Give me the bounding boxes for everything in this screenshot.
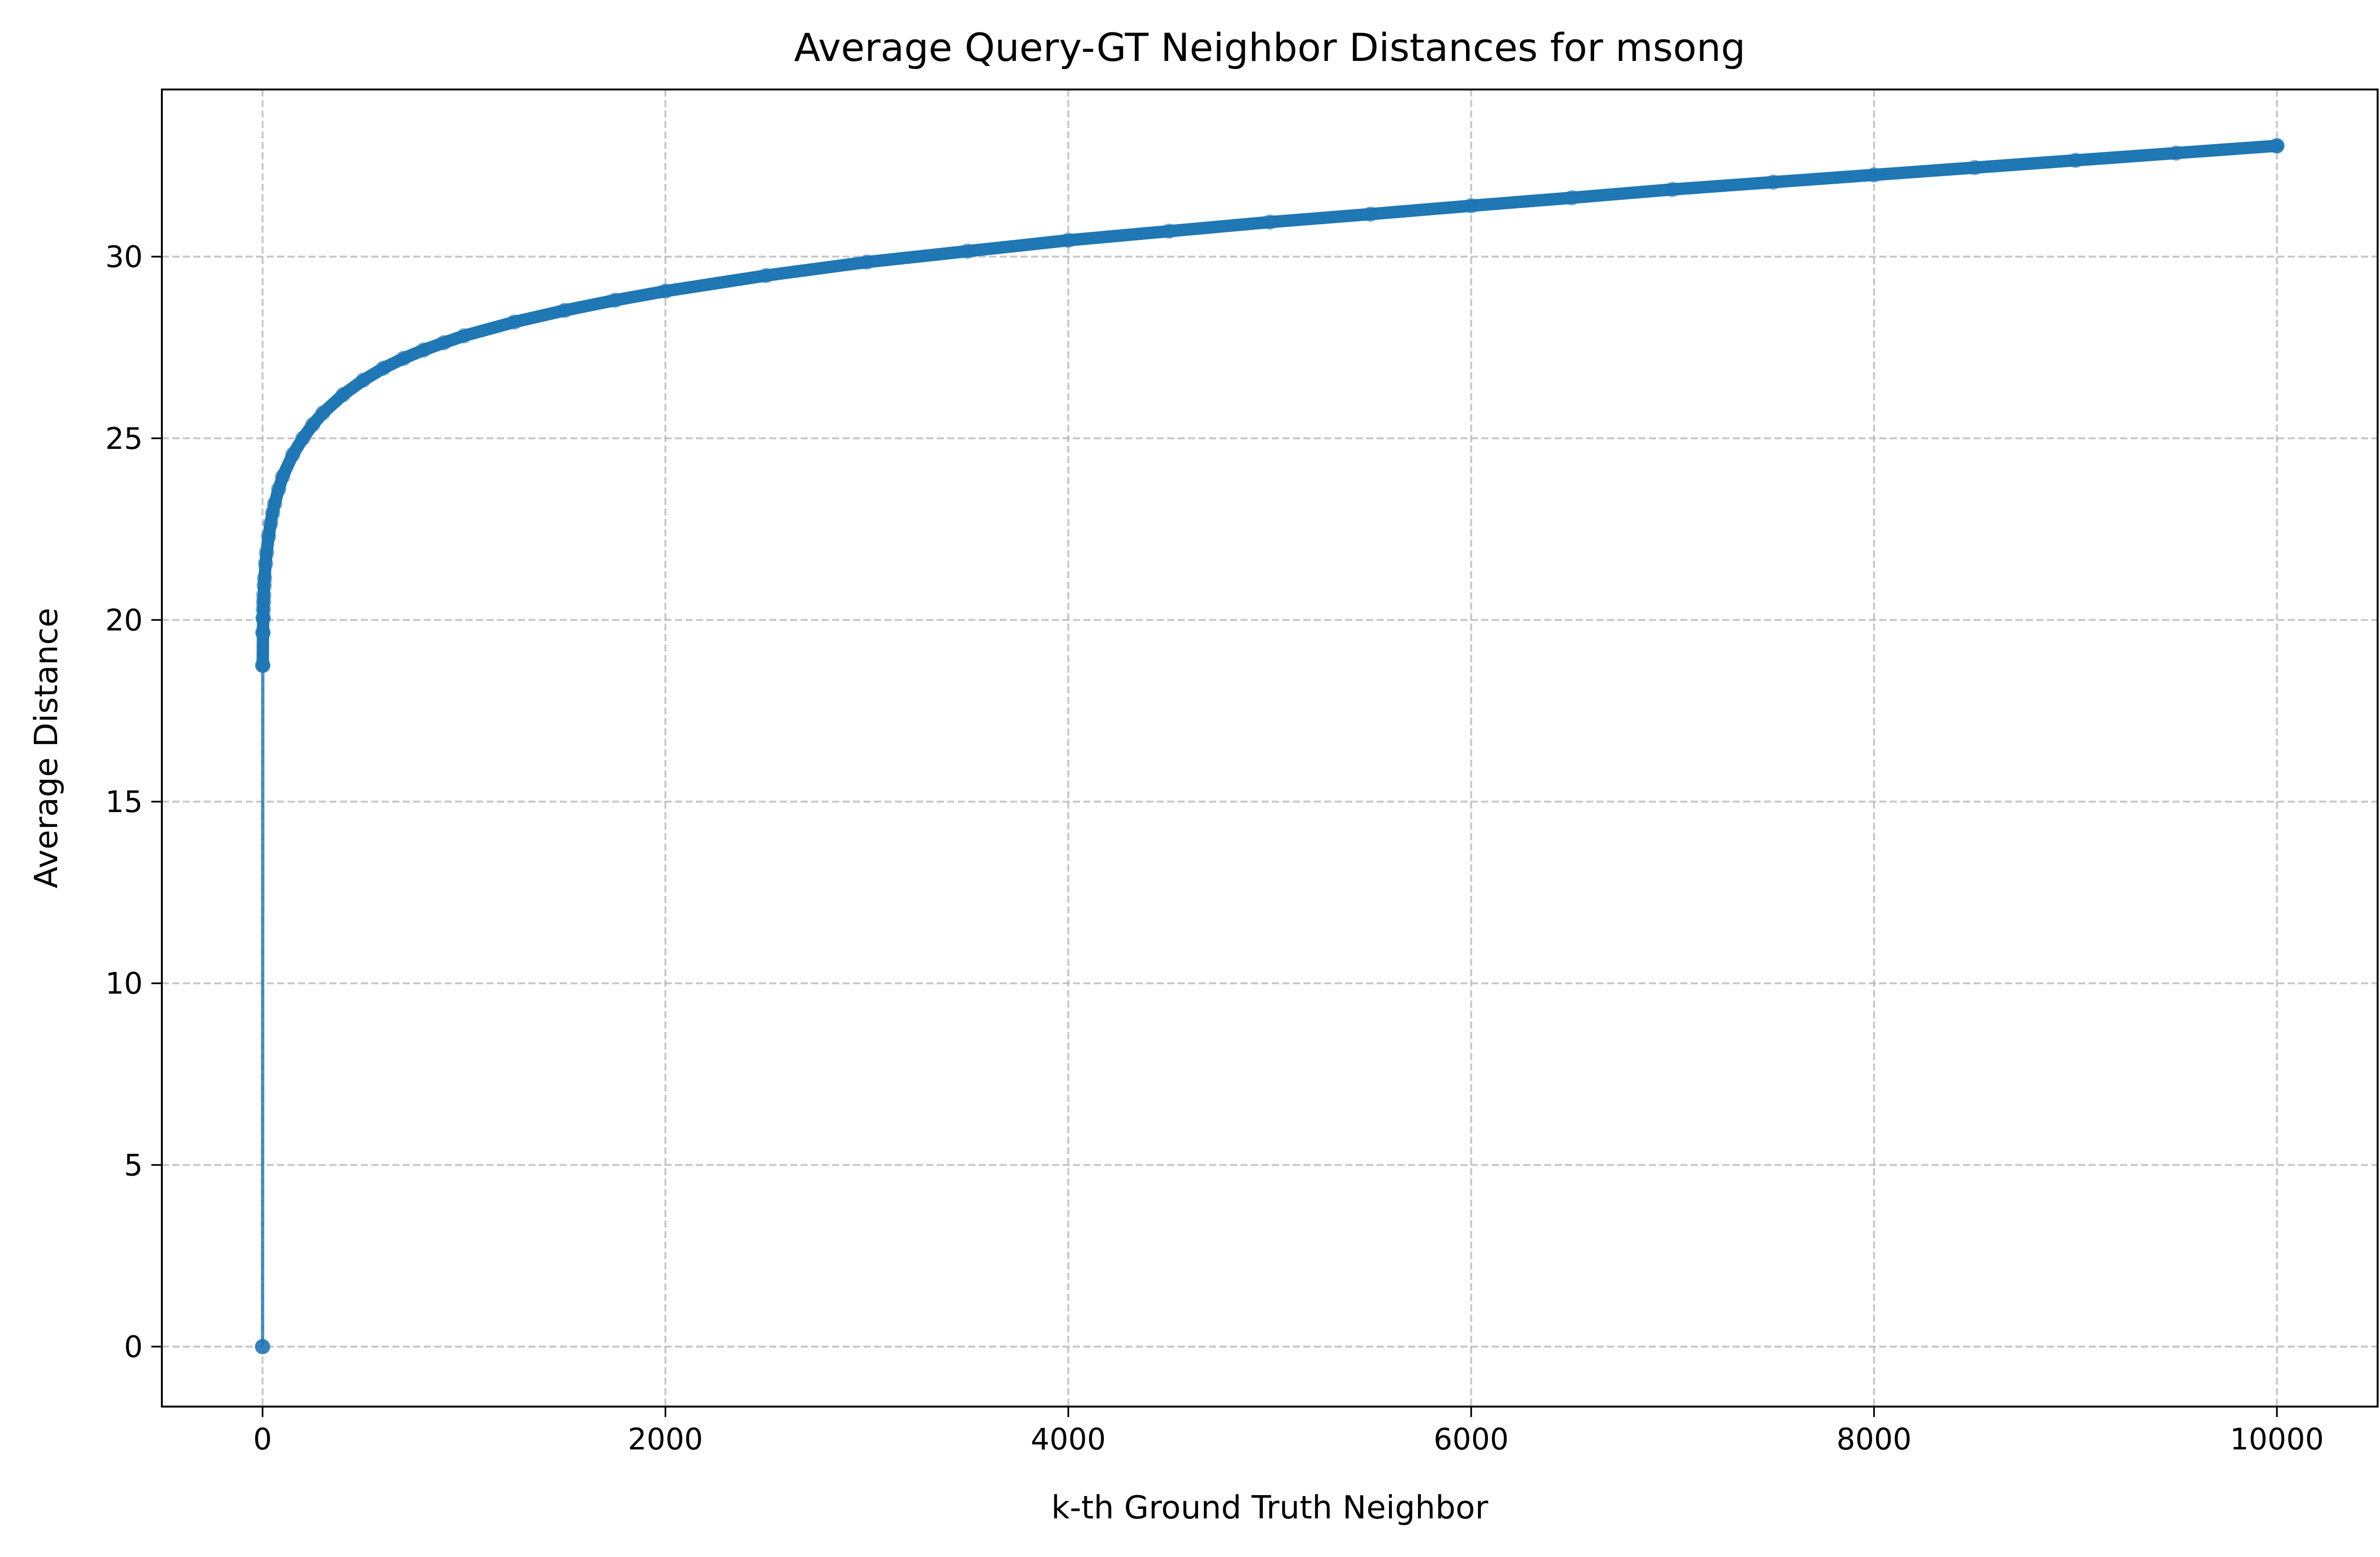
- data-point: [859, 254, 875, 270]
- data-point: [1564, 190, 1580, 206]
- data-point: [2168, 145, 2184, 161]
- series-layer: [255, 138, 2285, 1355]
- x-tick-label: 8000: [1836, 1422, 1912, 1457]
- data-point: [267, 496, 282, 512]
- y-tick-label: 20: [105, 603, 143, 637]
- x-axis: 0 2000 4000 6000 8000 10000: [253, 1407, 2324, 1457]
- y-tick-label: 25: [105, 421, 143, 456]
- data-point: [255, 625, 271, 641]
- data-point: [506, 314, 522, 330]
- y-tick-label: 15: [105, 784, 143, 819]
- plot-frame: [161, 89, 2379, 1408]
- data-point: [607, 292, 623, 308]
- data-point: [456, 328, 472, 344]
- y-axis-label: Average Distance: [28, 608, 65, 888]
- data-point: [1967, 160, 1983, 176]
- x-tick-label: 6000: [1434, 1422, 1509, 1457]
- data-point: [275, 468, 290, 484]
- data-point: [436, 335, 452, 351]
- data-point: [1262, 214, 1278, 230]
- data-point: [255, 1339, 270, 1355]
- data-point: [758, 268, 774, 283]
- data-point: [259, 545, 275, 561]
- data-point: [1061, 232, 1076, 248]
- y-tick-label: 0: [124, 1329, 143, 1364]
- data-point: [261, 528, 277, 544]
- data-point: [257, 570, 272, 586]
- data-point: [1161, 223, 1177, 239]
- data-point: [2269, 138, 2285, 154]
- y-tick-label: 5: [124, 1148, 143, 1182]
- data-point: [396, 350, 411, 366]
- data-point: [2068, 152, 2083, 168]
- data-point: [258, 556, 273, 572]
- data-point: [416, 342, 432, 358]
- data-point: [255, 657, 271, 673]
- data-point: [657, 283, 673, 299]
- x-tick-label: 0: [253, 1422, 272, 1457]
- data-point: [305, 417, 321, 432]
- data-point: [1463, 198, 1479, 214]
- data-point: [356, 372, 371, 388]
- data-point: [960, 243, 975, 259]
- data-point: [285, 447, 301, 463]
- data-point: [335, 387, 351, 403]
- data-point: [1665, 181, 1680, 197]
- x-tick-label: 10000: [2230, 1422, 2324, 1457]
- chart-title: Average Query-GT Neighbor Distances for …: [794, 26, 1745, 70]
- data-point: [295, 430, 311, 446]
- x-tick-label: 2000: [628, 1422, 703, 1457]
- data-point: [557, 303, 573, 318]
- grid: [162, 89, 2378, 1407]
- data-point: [1866, 167, 1882, 183]
- data-point: [315, 405, 331, 421]
- y-axis: 0 5 10 15 20 25 30: [105, 239, 162, 1364]
- y-tick-label: 30: [105, 239, 143, 274]
- data-point: [1363, 206, 1378, 222]
- y-tick-label: 10: [105, 966, 143, 1001]
- data-point: [1765, 174, 1781, 190]
- data-point: [376, 360, 391, 376]
- x-axis-label: k-th Ground Truth Neighbor: [1051, 1489, 1488, 1526]
- data-point: [271, 481, 287, 497]
- x-tick-label: 4000: [1031, 1422, 1106, 1457]
